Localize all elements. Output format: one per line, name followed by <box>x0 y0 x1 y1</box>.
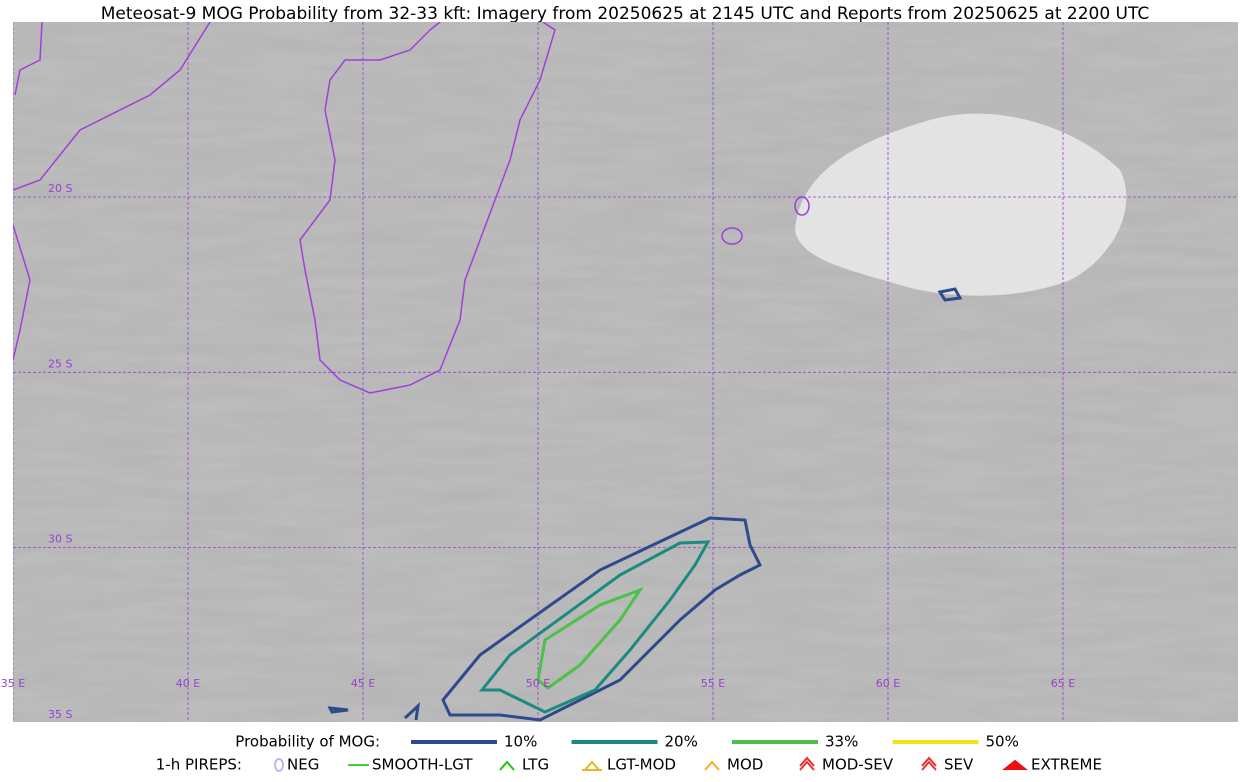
legend-label: LGT-MOD <box>607 756 676 774</box>
contours <box>327 287 963 722</box>
legend-label: 20% <box>665 733 698 751</box>
lat-label: 35 S <box>48 708 72 721</box>
cloud <box>795 113 1127 296</box>
lon-label: 35 E <box>1 677 25 690</box>
lon-label: 55 E <box>701 677 725 690</box>
pirep-icon <box>921 756 937 771</box>
pirep-icon <box>704 760 720 771</box>
lat-label: 30 S <box>48 533 72 546</box>
legend-label: SMOOTH-LGT <box>372 756 473 774</box>
lon-label: 65 E <box>1051 677 1075 690</box>
pirep-icon <box>582 760 602 771</box>
lon-label: 50 E <box>526 677 550 690</box>
legend-label: MOD-SEV <box>822 756 894 774</box>
legend: Probability of MOG: 10% 20% 33% 50% 1-h PIREP… <box>156 733 1102 774</box>
coastlines <box>13 22 810 394</box>
lat-label: 25 S <box>48 357 72 370</box>
legend-label: MOD <box>727 756 763 774</box>
lat-label: 20 S <box>48 182 72 195</box>
map <box>13 22 1238 722</box>
legend-label: LTG <box>522 756 549 774</box>
contour-20 <box>478 540 711 714</box>
contour-10 <box>327 287 963 722</box>
legend-label: EXTREME <box>1031 756 1102 774</box>
lon-label: 60 E <box>876 677 900 690</box>
lon-label: 40 E <box>176 677 200 690</box>
pirep-icon <box>499 760 515 771</box>
title: Meteosat-9 MOG Probability from 32-33 kf… <box>101 4 1150 24</box>
legend-label: SEV <box>944 756 974 774</box>
legend-label: 10% <box>504 733 537 751</box>
legend-title: Probability of MOG: <box>235 733 380 751</box>
legend-label: NEG <box>287 756 319 774</box>
legend-label: 33% <box>825 733 858 751</box>
graticule <box>13 22 1238 722</box>
contour-33 <box>536 586 644 690</box>
pirep-icon <box>1002 759 1028 770</box>
pirep-icon <box>799 756 815 771</box>
pirep-icon <box>274 758 284 772</box>
legend-label: 50% <box>986 733 1019 751</box>
legend-title: 1-h PIREPS: <box>156 756 242 774</box>
lon-label: 45 E <box>351 677 375 690</box>
